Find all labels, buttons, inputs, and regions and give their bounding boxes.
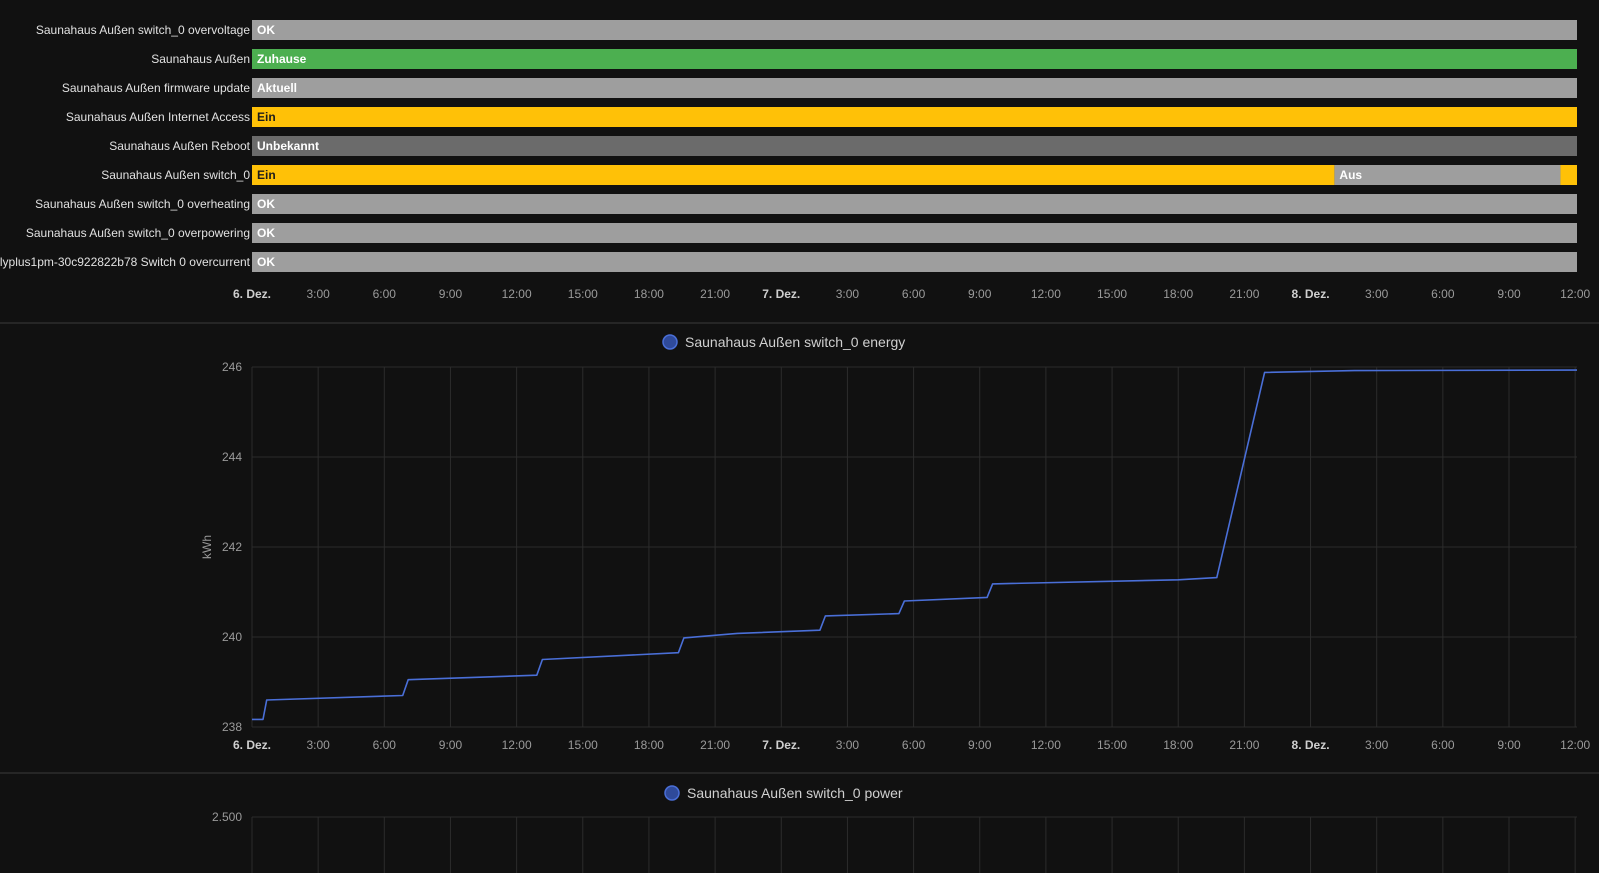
timeline-row-label: Saunahaus Außen switch_0 overvoltage [36, 23, 250, 37]
timeline-segment[interactable] [252, 78, 1577, 98]
timeline-segment-label: OK [257, 197, 275, 211]
timeline-segment-label: Aktuell [257, 81, 297, 95]
x-tick-label: 6. Dez. [233, 738, 271, 752]
x-tick-label: 3:00 [836, 738, 860, 752]
timeline-segment-label: Ein [257, 110, 276, 124]
x-tick-label: 7. Dez. [762, 738, 800, 752]
energy-chart: Saunahaus Außen switch_0 energy 238 240 242… [200, 334, 1591, 752]
x-tick-label: 8. Dez. [1292, 287, 1330, 301]
timeline-segment[interactable] [252, 136, 1577, 156]
x-tick-label: 12:00 [1031, 287, 1061, 301]
timeline-row-label: Saunahaus Außen switch_0 overheating [35, 197, 250, 211]
x-tick-label: 6:00 [373, 287, 397, 301]
y-tick-label: 246 [222, 360, 242, 374]
x-tick-label: 9:00 [1497, 738, 1521, 752]
x-tick-label: 6. Dez. [233, 287, 271, 301]
x-tick-label: 15:00 [568, 738, 598, 752]
x-tick-label: 15:00 [1097, 287, 1127, 301]
timeline-segment-label: OK [257, 255, 275, 269]
x-tick-label: 3:00 [306, 738, 330, 752]
timeline-segment-label: Ein [257, 168, 276, 182]
y-tick-label: 240 [222, 630, 242, 644]
timeline-segment[interactable] [1334, 165, 1561, 185]
y-tick-label: 242 [222, 540, 242, 554]
x-tick-label: 9:00 [439, 287, 463, 301]
timeline-segment-label: OK [257, 226, 275, 240]
legend-marker-icon[interactable] [662, 334, 678, 350]
timeline-row-label: Saunahaus Außen Internet Access [66, 110, 250, 124]
x-tick-label: 3:00 [836, 287, 860, 301]
x-tick-label: 18:00 [634, 738, 664, 752]
timeline-segment-label: Unbekannt [257, 139, 319, 153]
y-tick-label: 244 [222, 450, 242, 464]
x-tick-label: 21:00 [700, 738, 730, 752]
x-tick-label: 3:00 [306, 287, 330, 301]
x-tick-label: 6:00 [902, 738, 926, 752]
timeline-row-label: Saunahaus Außen [151, 52, 250, 66]
x-tick-label: 12:00 [1031, 738, 1061, 752]
timeline-segment[interactable] [252, 165, 1335, 185]
timeline-segment-label: Aus [1339, 168, 1362, 182]
y-axis-title: kWh [200, 535, 214, 559]
timeline-segment[interactable] [252, 252, 1577, 272]
x-tick-label: 3:00 [1365, 287, 1389, 301]
x-tick-label: 9:00 [968, 738, 992, 752]
timeline-chart: Saunahaus Außen switch_0 overvoltage OK Sa… [0, 20, 1591, 301]
timeline-segment[interactable] [252, 194, 1577, 214]
x-tick-label: 21:00 [700, 287, 730, 301]
x-tick-label: 6:00 [373, 738, 397, 752]
x-tick-label: 12:00 [502, 287, 532, 301]
x-tick-label: 9:00 [1497, 287, 1521, 301]
timeline-row-label: Saunahaus Außen switch_0 [101, 168, 250, 182]
timeline-row-label: shellyplus1pm-30c922822b78 Switch 0 over… [0, 255, 251, 269]
x-tick-label: 6:00 [902, 287, 926, 301]
timeline-segment[interactable] [252, 107, 1577, 127]
y-tick-label: 2.500 [212, 810, 242, 824]
x-tick-label: 18:00 [1163, 287, 1193, 301]
energy-series-line[interactable] [252, 369, 1578, 721]
timeline-segment[interactable] [252, 20, 1577, 40]
legend-label: Saunahaus Außen switch_0 energy [685, 334, 905, 350]
x-tick-label: 15:00 [568, 287, 598, 301]
timeline-segment[interactable] [252, 49, 1577, 69]
x-tick-label: 12:00 [1560, 287, 1590, 301]
x-tick-label: 7. Dez. [762, 287, 800, 301]
timeline-segment-label: Zuhause [257, 52, 307, 66]
x-tick-label: 21:00 [1229, 738, 1259, 752]
x-tick-label: 12:00 [1560, 738, 1590, 752]
x-tick-label: 6:00 [1431, 287, 1455, 301]
legend-marker-icon[interactable] [664, 785, 680, 801]
timeline-segment[interactable] [252, 223, 1577, 243]
x-tick-label: 8. Dez. [1292, 738, 1330, 752]
x-tick-label: 12:00 [502, 738, 532, 752]
legend-label: Saunahaus Außen switch_0 power [687, 785, 903, 801]
timeline-row-label: Saunahaus Außen firmware update [62, 81, 250, 95]
power-chart: Saunahaus Außen switch_0 power 2.500 [212, 785, 1577, 873]
y-tick-label: 238 [222, 720, 242, 734]
timeline-row-label: Saunahaus Außen switch_0 overpowering [26, 226, 250, 240]
x-tick-label: 3:00 [1365, 738, 1389, 752]
timeline-row-label: Saunahaus Außen Reboot [109, 139, 250, 153]
x-tick-label: 9:00 [968, 287, 992, 301]
x-tick-label: 18:00 [1163, 738, 1193, 752]
x-tick-label: 9:00 [439, 738, 463, 752]
timeline-segment[interactable] [1560, 165, 1577, 185]
x-tick-label: 18:00 [634, 287, 664, 301]
x-tick-label: 6:00 [1431, 738, 1455, 752]
timeline-segment-label: OK [257, 23, 275, 37]
x-tick-label: 15:00 [1097, 738, 1127, 752]
x-tick-label: 21:00 [1229, 287, 1259, 301]
